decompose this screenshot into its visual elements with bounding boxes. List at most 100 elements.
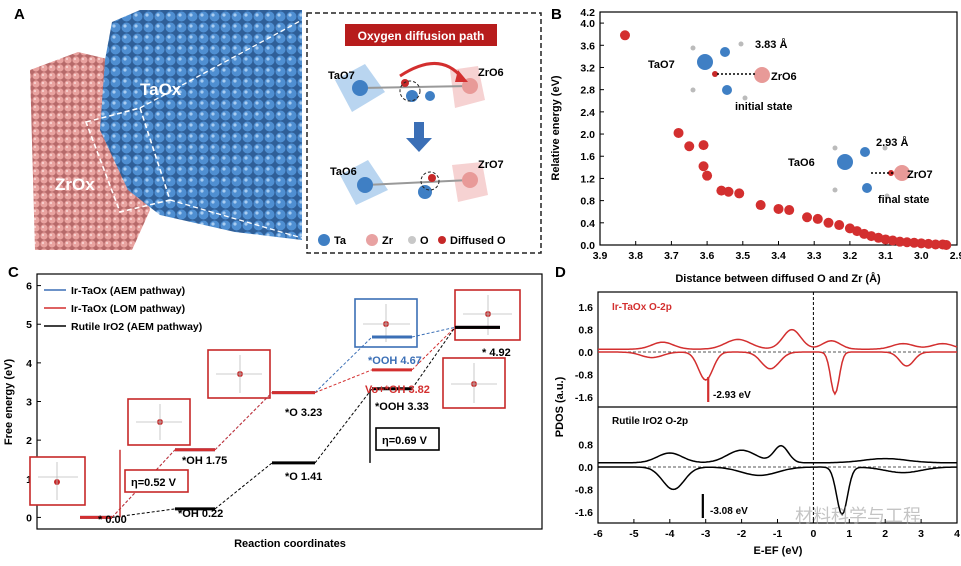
d-xtick-label: 3	[918, 528, 924, 540]
panel-b-label: B	[551, 6, 562, 23]
c-connector	[411, 327, 456, 390]
c-ytick-label: 2	[26, 435, 32, 447]
b-xtick-label: 3.9	[593, 250, 608, 262]
b-xtick-label: 3.4	[771, 250, 786, 262]
b-data-point	[909, 237, 920, 248]
b-data-point	[723, 186, 734, 197]
c-label-vo: Vo+*OH 3.82	[365, 384, 430, 396]
final-dist: 2.93 Å	[876, 136, 908, 149]
c-label-ooh2: *OOH 3.33	[375, 401, 429, 413]
b-data-point	[702, 170, 713, 181]
panel-d: D -6 -5 -4 -3 -2 -1 0 1 2 3 4 1.6 0.8 0.0 -0.8 -1.6 0.8 0…	[545, 262, 961, 561]
b-xtick-label: 2.9	[950, 250, 961, 262]
zrox-label: ZrOx	[55, 175, 95, 194]
b-data-point	[823, 217, 834, 228]
initial-structure: 3.83 Å TaO7 ZrO6 initial state	[648, 38, 797, 113]
c-connector	[411, 326, 456, 371]
c-ytick-label: 4	[26, 358, 32, 370]
b-ytick-label: 4.2	[580, 7, 595, 19]
c-label-o1: *O 3.23	[285, 407, 322, 419]
b-xtick-label: 3.7	[664, 250, 679, 262]
b-ytick-label: 0.8	[580, 196, 595, 208]
d-xtick-label: -3	[701, 528, 710, 540]
b-xtick-label: 3.3	[807, 250, 822, 262]
initial-state: initial state	[735, 101, 792, 113]
c-label-oh1: *OH 1.75	[182, 455, 227, 467]
c-legend-1: Ir-TaOx (AEM pathway)	[71, 285, 185, 297]
b-ylabel: Relative energy (eV)	[550, 75, 562, 180]
legend-o: O	[420, 235, 429, 247]
legend-ta: Ta	[334, 235, 347, 247]
b-data-point	[784, 205, 795, 216]
c-label-s0: * 0.00	[98, 514, 127, 526]
panel-a-label: A	[14, 6, 25, 23]
inset-banner	[345, 24, 497, 46]
b-data-point	[619, 30, 630, 41]
c-connector	[111, 508, 176, 518]
inset-title: Oxygen diffusion path	[358, 29, 485, 43]
b-data-point	[916, 238, 927, 249]
d-ylabel: PDOS (a.u.)	[554, 376, 566, 437]
b-data-point	[698, 161, 709, 172]
b-ytick-label: 1.6	[580, 151, 595, 163]
panel-a-figure: ZrOx TaOx Oxygen diffusion path TaO7 ZrO…	[30, 10, 542, 254]
d-ytick-label: 0.0	[578, 347, 593, 359]
legend-diffused: Diffused O	[450, 235, 506, 247]
panel-c-chart: 0 1 2 3 4 5 6 Reaction coordinates Free energy…	[3, 273, 543, 550]
d-xtick-label: -5	[629, 528, 638, 540]
panel-d-chart: -6 -5 -4 -3 -2 -1 0 1 2 3 4 1.6 0.8 0.0 -0.8 -1.6 0.8 0.0…	[554, 291, 960, 557]
d-xlabel: E-EF (eV)	[754, 545, 803, 557]
initial-left: TaO7	[648, 59, 675, 71]
d-ytick-label: 0.0	[578, 462, 593, 474]
c-label-ooh1: *OOH 4.67	[368, 355, 422, 367]
b-data-point	[812, 213, 823, 224]
c-connector	[411, 326, 456, 338]
d-top-center: -2.93 eV	[713, 390, 751, 401]
panel-c: C 0 1 2 3 4 5 6 Reaction coordinates Free ener…	[0, 262, 545, 561]
bottom-right-label: ZrO7	[478, 159, 504, 171]
c-label-oh2: *OH 0.22	[178, 508, 223, 520]
b-data-point	[734, 188, 745, 199]
b-ytick-label: 3.6	[580, 40, 595, 52]
final-state: final state	[878, 194, 929, 206]
final-structure: 2.93 Å TaO6 ZrO7 final state	[788, 136, 933, 206]
top-left-label: TaO7	[328, 70, 355, 82]
b-data-point	[902, 237, 913, 248]
c-connector	[214, 462, 273, 510]
b-xtick-label: 3.8	[628, 250, 643, 262]
d-top-label: Ir-TaOx O-2p	[612, 302, 672, 313]
c-ytick-label: 6	[26, 281, 32, 293]
c-connector	[214, 392, 273, 451]
panel-b-chart: 3.9 3.8 3.7 3.6 3.5 3.4 3.3 3.2 3.1 3.0 2.9 0.0 0.4 0…	[550, 7, 961, 285]
b-xtick-label: 3.1	[878, 250, 893, 262]
c-xlabel: Reaction coordinates	[234, 538, 346, 550]
final-left: TaO6	[788, 157, 815, 169]
b-xtick-label: 3.5	[735, 250, 750, 262]
panel-b: B 3.9 3.8 3.7 3.6 3.5 3.4 3.3 3.2 3.1 3.0 2.9 0.0 0.…	[545, 0, 961, 290]
b-data-point	[684, 141, 695, 152]
d-xtick-label: -1	[773, 528, 782, 540]
c-connector	[314, 369, 373, 394]
b-xtick-label: 3.2	[843, 250, 858, 262]
initial-right: ZrO6	[771, 71, 797, 83]
taox-slab	[100, 10, 302, 240]
d-bottom-curve-up	[598, 444, 957, 464]
c-ytick-label: 1	[26, 474, 32, 486]
b-data-point	[802, 212, 813, 223]
b-ytick-label: 2.4	[580, 107, 595, 119]
d-xtick-label: -2	[737, 528, 746, 540]
c-label-end: * 4.92	[482, 347, 511, 359]
d-bottom-center: -3.08 eV	[710, 506, 748, 517]
d-xtick-label: 1	[846, 528, 852, 540]
d-top-curve-down	[598, 351, 957, 396]
b-ytick-label: 2.0	[580, 129, 595, 141]
d-ytick-label: 1.6	[578, 302, 593, 314]
c-legend-2: Ir-TaOx (LOM pathway)	[71, 303, 185, 315]
b-data-point	[698, 140, 709, 151]
d-ytick-label: 0.8	[578, 440, 593, 452]
b-data-point	[923, 238, 934, 249]
b-ytick-label: 0.4	[580, 218, 595, 230]
b-data-point	[894, 236, 905, 247]
d-watermark: 材料科学与工程	[795, 506, 921, 526]
b-data-point	[773, 203, 784, 214]
